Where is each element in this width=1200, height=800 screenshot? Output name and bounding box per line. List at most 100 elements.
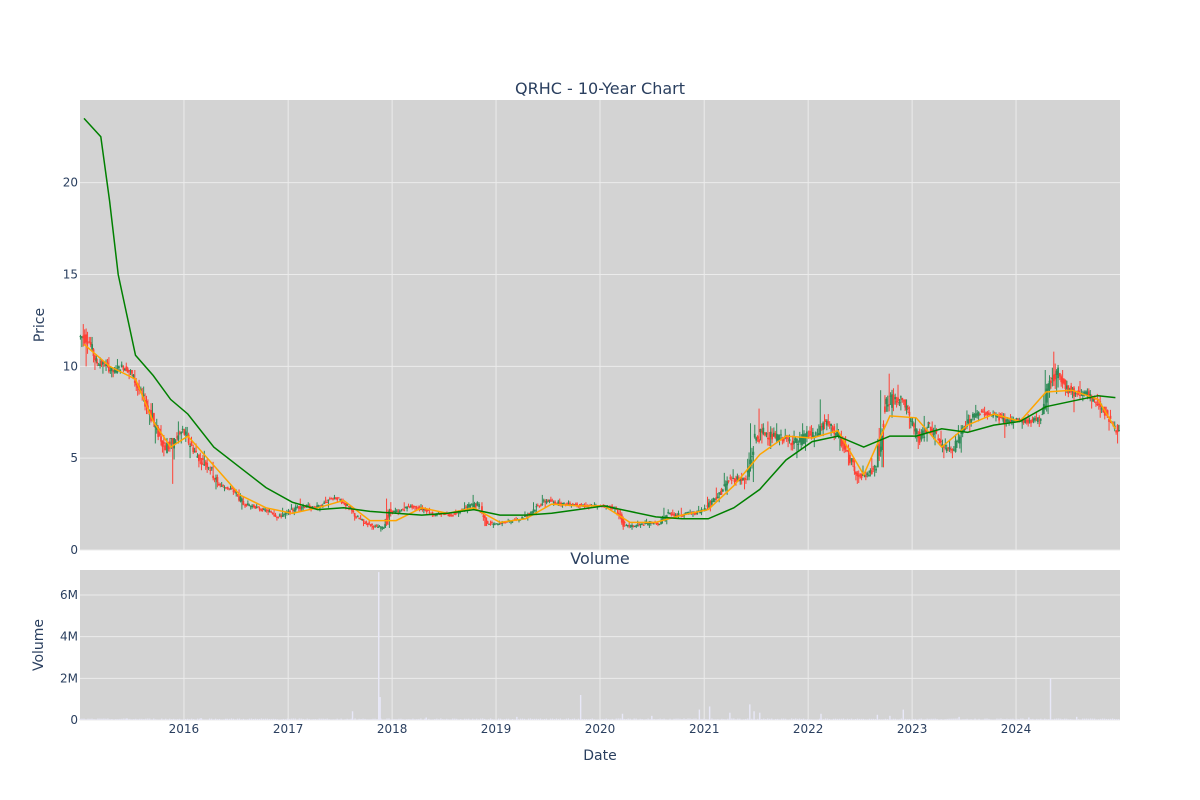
volume-bar <box>889 715 891 720</box>
volume-bar <box>99 718 101 720</box>
volume-bar <box>1084 718 1086 720</box>
volume-bar <box>1058 718 1060 720</box>
chart-title: QRHC - 10-Year Chart <box>515 79 685 98</box>
volume-bar <box>204 719 207 720</box>
candle-body <box>105 363 107 367</box>
candle-body <box>554 501 557 504</box>
candle-body <box>162 442 165 444</box>
candle-body <box>476 501 479 506</box>
volume-bar <box>410 719 412 720</box>
volume-bar <box>344 719 346 720</box>
candle-body <box>822 422 825 430</box>
volume-bar <box>206 719 209 720</box>
volume-bar <box>649 719 651 720</box>
candle-body <box>528 513 531 515</box>
candle-body <box>187 434 190 444</box>
candle-body <box>1116 425 1119 433</box>
candle-body <box>1047 384 1049 391</box>
candle-body <box>157 427 160 437</box>
candle-body <box>154 424 157 428</box>
candle-body <box>371 523 373 526</box>
volume-bar <box>380 718 382 720</box>
volume-bar <box>573 718 575 720</box>
candle-body <box>379 527 382 529</box>
candle-body <box>973 414 976 418</box>
x-tick-label: 2017 <box>273 722 304 736</box>
volume-bar <box>425 717 427 720</box>
candle-body <box>1024 419 1027 423</box>
volume-bar <box>876 714 879 720</box>
candle-body <box>400 510 403 512</box>
candle-body <box>1005 419 1008 422</box>
volume-bar <box>812 719 815 720</box>
volume-bar <box>181 719 183 720</box>
candle-body <box>800 437 803 445</box>
volume-bar <box>591 718 593 720</box>
candle-body <box>920 434 923 440</box>
volume-bar <box>687 718 689 720</box>
candle-body <box>846 449 848 452</box>
volume-bar <box>155 719 157 720</box>
candle-body <box>359 518 362 520</box>
candle-body <box>823 422 826 424</box>
candle-body <box>212 475 215 479</box>
volume-bar <box>402 719 404 720</box>
volume-bar <box>753 711 755 720</box>
volume-bar <box>1086 718 1088 720</box>
candle-body <box>384 524 387 528</box>
candle-body <box>1092 395 1094 402</box>
volume-bar <box>896 719 898 720</box>
volume-bar <box>79 718 81 720</box>
volume-bar <box>1052 719 1054 720</box>
candle-body <box>532 509 535 512</box>
candle-body <box>412 505 415 508</box>
volume-bar <box>167 719 169 720</box>
volume-bar <box>637 719 639 720</box>
candle-body <box>349 507 352 509</box>
candle-body <box>493 523 496 526</box>
volume-bar <box>765 719 767 720</box>
volume-bar <box>1024 719 1026 720</box>
volume-bar <box>83 718 85 720</box>
volume-bar <box>300 718 302 720</box>
volume-bar <box>424 718 426 720</box>
volume-bar <box>334 719 336 720</box>
candle-body <box>769 431 772 438</box>
volume-bar <box>222 719 225 720</box>
candle-body <box>254 506 257 509</box>
candle-body <box>485 517 488 526</box>
candle-body <box>394 510 397 513</box>
candle-body <box>830 423 832 427</box>
candle-body <box>374 525 377 527</box>
candle-body <box>739 478 742 482</box>
volume-bar <box>336 718 338 720</box>
candle-body <box>934 430 936 434</box>
candle-body <box>326 501 328 503</box>
volume-bar <box>892 718 894 720</box>
volume-bar <box>559 718 562 720</box>
volume-bar <box>715 719 717 720</box>
candle-body <box>1064 379 1067 389</box>
candle-body <box>768 437 771 440</box>
candle-body <box>1060 376 1063 383</box>
candle-body <box>492 524 495 526</box>
volume-bar <box>846 718 849 720</box>
candle-body <box>895 400 898 403</box>
candle-body <box>502 522 505 524</box>
candle-body <box>225 487 227 489</box>
candle-body <box>450 514 453 516</box>
candle-body <box>817 433 820 437</box>
volume-bar <box>577 718 579 720</box>
volume-bar <box>308 718 310 720</box>
volume-bar <box>1046 719 1048 720</box>
candle-body <box>427 510 430 512</box>
volume-bar <box>737 718 739 720</box>
candle-body <box>629 525 632 527</box>
candle-body <box>448 514 451 516</box>
candle-body <box>921 430 924 436</box>
candle-body <box>443 514 445 516</box>
candle-body <box>622 517 625 527</box>
candle-body <box>393 510 395 513</box>
volume-bar <box>1096 719 1098 720</box>
candle-body <box>498 523 501 525</box>
